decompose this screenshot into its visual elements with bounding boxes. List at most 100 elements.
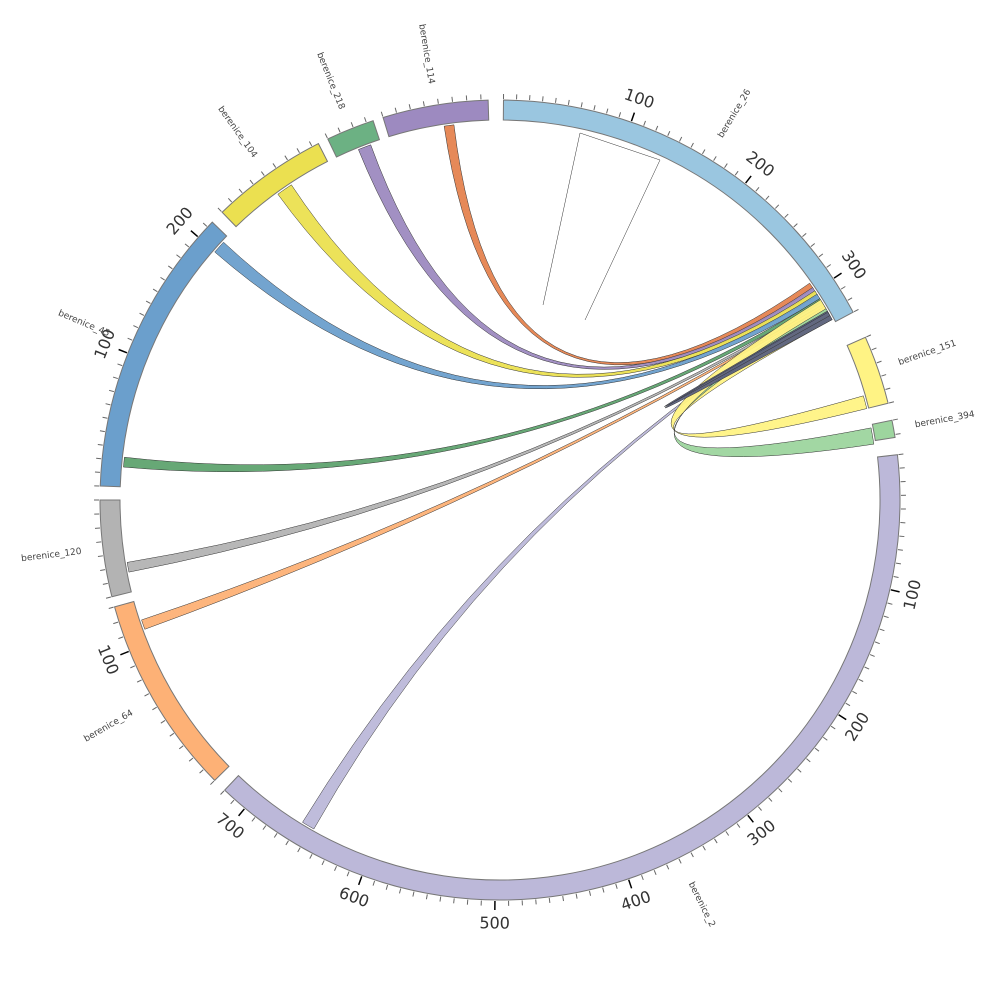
tick-mark — [308, 141, 313, 147]
tick-mark — [439, 896, 442, 902]
tick-label: 300 — [744, 816, 780, 850]
tick-mark — [453, 898, 455, 904]
sector-berenice_104: berenice_104 — [215, 105, 329, 228]
tick-mark — [408, 104, 411, 110]
tick-mark — [97, 443, 103, 446]
tick-mark — [321, 860, 325, 866]
sector-label: berenice_151 — [897, 339, 958, 368]
tick-mark — [602, 887, 605, 893]
tick-label: 200 — [841, 709, 873, 745]
tick-mark — [881, 374, 887, 377]
tick-mark — [713, 156, 717, 161]
tick-mark — [784, 213, 789, 218]
link-berenice_26-berenice_26 — [664, 310, 833, 409]
link-berenice_45-berenice_26 — [214, 241, 821, 390]
sector-berenice_120: berenice_120 — [21, 499, 132, 599]
tick-mark — [830, 725, 836, 730]
tick-mark — [372, 880, 376, 886]
tick-mark — [893, 576, 899, 578]
tick-mark — [118, 348, 128, 354]
tick-mark — [350, 122, 354, 128]
tick-mark — [714, 838, 718, 844]
tick-mark — [136, 679, 142, 683]
tick-mark — [357, 876, 363, 886]
tick-mark — [380, 111, 384, 117]
tick-mark — [833, 272, 842, 279]
tick-mark — [133, 325, 139, 329]
tick-mark — [845, 702, 851, 707]
tick-mark — [108, 606, 114, 609]
tick-label: 200 — [162, 203, 196, 239]
tick-label: 100 — [900, 578, 925, 612]
sector-arc — [502, 99, 854, 323]
tick-mark — [866, 334, 872, 338]
tick-mark — [364, 117, 367, 123]
tick-mark — [284, 155, 288, 161]
tick-mark — [102, 582, 108, 585]
link-berenice_104-berenice_26 — [277, 184, 819, 378]
sector-berenice_26: 100 200 300 berenice_26 — [502, 85, 870, 323]
tick-mark — [334, 865, 338, 871]
tick-mark — [296, 148, 300, 153]
tick-mark — [346, 871, 350, 877]
link-berenice_394-berenice_26 — [673, 308, 875, 457]
tick-mark — [139, 312, 145, 316]
tick-mark — [285, 840, 289, 846]
sector-arc — [871, 419, 896, 442]
tick-mark — [184, 243, 190, 248]
tick-mark — [888, 401, 895, 404]
tick-mark — [190, 230, 199, 238]
links — [123, 124, 875, 830]
tick-mark — [96, 541, 102, 543]
tick-mark — [554, 97, 557, 103]
tick-label: 100 — [94, 642, 123, 677]
tick-mark — [130, 665, 136, 669]
tick-mark — [238, 188, 243, 194]
tick-mark — [643, 120, 646, 126]
tick-mark — [724, 163, 728, 169]
tick-mark — [324, 133, 328, 139]
sector-arc — [113, 600, 230, 782]
tick-mark — [793, 223, 798, 228]
tick-mark — [869, 654, 875, 657]
tick-mark — [562, 895, 565, 902]
tick-mark — [176, 254, 181, 259]
tick-mark — [774, 204, 780, 209]
tick-mark — [667, 131, 671, 136]
tick-label: 200 — [742, 147, 778, 181]
tick-mark — [199, 769, 204, 774]
tick-mark — [230, 799, 235, 805]
tick-mark — [802, 233, 807, 238]
tick-mark — [895, 562, 902, 565]
tick-mark — [814, 747, 820, 752]
tick-mark — [879, 628, 885, 632]
tick-mark — [217, 207, 222, 212]
tick-mark — [309, 854, 313, 859]
tick-mark — [593, 105, 596, 111]
link-berenice_114-berenice_26 — [443, 124, 814, 366]
tick-mark — [690, 142, 694, 148]
tick-mark — [145, 300, 151, 304]
tick-mark — [220, 790, 225, 795]
tick-mark — [853, 308, 859, 313]
sector-label: berenice_2 — [686, 880, 717, 929]
tick-mark — [818, 253, 824, 258]
tick-mark — [883, 615, 889, 619]
sector-arc — [99, 499, 132, 598]
tick-mark — [806, 758, 811, 763]
tick-mark — [113, 621, 119, 625]
tick-label: 100 — [622, 85, 657, 113]
tick-mark — [152, 706, 157, 711]
tick-mark — [847, 297, 853, 301]
tick-mark — [892, 418, 898, 421]
tick-mark — [272, 163, 277, 168]
tick-mark — [227, 197, 233, 203]
sector-arc — [99, 221, 228, 488]
tick-mark — [251, 817, 256, 822]
tick-mark — [588, 890, 592, 896]
tick-mark — [337, 127, 341, 133]
tick-mark — [898, 453, 904, 456]
tick-mark — [96, 457, 102, 460]
